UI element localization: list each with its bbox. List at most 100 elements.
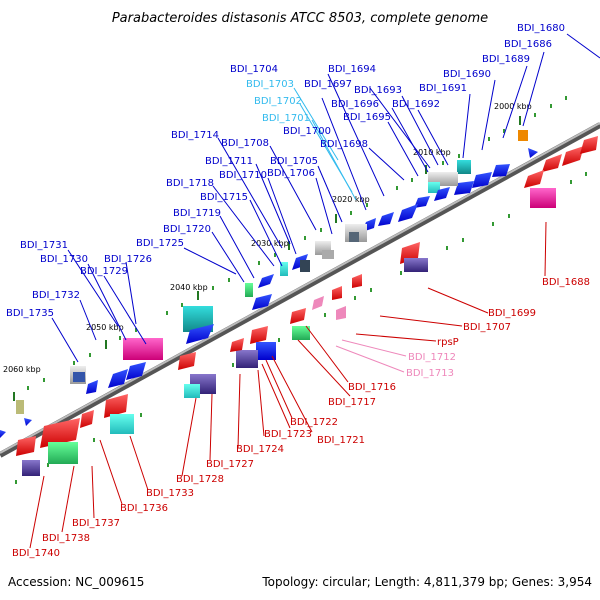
gene-arrow [398,204,418,222]
gene-label-BDI_1691: BDI_1691 [419,83,467,94]
accession-text: Accession: NC_009615 [8,575,144,589]
gene-box [322,250,334,259]
minus-leader-lines [29,221,547,549]
gene-label-BDI_1724: BDI_1724 [236,444,284,455]
gene-label-BDI_1692: BDI_1692 [392,99,440,110]
gene-box [530,188,556,208]
gene-label-BDI_1731: BDI_1731 [20,240,68,251]
gene-arrow [16,436,36,456]
gene-label-BDI_1738: BDI_1738 [42,533,90,544]
gene-arrow [378,212,394,226]
gene-box [73,372,85,382]
gene-box [349,232,359,242]
gene-box [123,338,163,360]
plus-leader-lines [51,33,600,363]
gene-box [184,384,200,398]
gene-label-BDI_1725: BDI_1725 [136,238,184,249]
genome-backbone [0,122,600,458]
tick-label-2040: 2040 kbp [170,283,208,292]
scale-ticks [13,116,521,401]
minus-strand-genes [16,136,598,476]
gene-arrow [126,362,146,380]
gene-arrow [336,306,346,320]
gene-box [457,160,471,174]
gene-label-BDI_1712: BDI_1712 [408,352,456,363]
gene-box [256,342,276,360]
gene-arrow [250,326,268,344]
gene-arrow [332,286,342,300]
gene-label-BDI_1718: BDI_1718 [166,178,214,189]
gene-box [16,400,24,414]
gene-label-BDI_1696: BDI_1696 [331,99,379,110]
gene-box [404,258,428,272]
rna-minus-leader-lines [335,339,407,373]
gene-label-BDI_1713: BDI_1713 [406,368,454,379]
genome-summary-text: Topology: circular; Length: 4,811,379 bp… [261,575,592,589]
gene-arrow [86,380,98,394]
gene-arrow [252,294,272,310]
gene-label-BDI_1699: BDI_1699 [488,308,536,319]
gene-label-BDI_1688: BDI_1688 [542,277,590,288]
gene-arrow [24,418,32,426]
gene-label-BDI_1689: BDI_1689 [482,54,530,65]
gene-label-BDI_1710: BDI_1710 [219,170,267,181]
gene-label-BDI_1700: BDI_1700 [283,126,331,137]
gene-label-BDI_1694: BDI_1694 [328,64,376,75]
gene-arrow [528,148,538,158]
plus-strand-genes [0,130,538,438]
gene-box [236,350,258,368]
gene-label-rpsP: rpsP [437,337,459,348]
gene-arrow [80,410,94,428]
gene-label-BDI_1697: BDI_1697 [304,79,352,90]
tick-label-2050: 2050 kbp [86,323,124,332]
gene-label-BDI_1706: BDI_1706 [267,168,315,179]
gene-label-BDI_1720: BDI_1720 [163,224,211,235]
gene-label-BDI_1711: BDI_1711 [205,156,253,167]
gene-label-BDI_1716: BDI_1716 [348,382,396,393]
plus-labels: BDI_1680 BDI_1686 BDI_1689 BDI_1690 BDI_… [6,23,565,319]
gene-label-BDI_1715: BDI_1715 [200,192,248,203]
gene-label-BDI_1707: BDI_1707 [463,322,511,333]
gene-label-BDI_1708: BDI_1708 [221,138,269,149]
tick-label-2000: 2000 kbp [494,102,532,111]
gene-box [22,460,40,476]
gene-box [428,182,440,193]
gene-label-BDI_1704: BDI_1704 [230,64,278,75]
gene-arrow [230,338,244,352]
gene-label-BDI_1737: BDI_1737 [72,518,120,529]
gene-arrow [0,430,6,438]
gene-arrow [40,418,80,448]
tick-label-2030: 2030 kbp [251,239,289,248]
gene-box [518,130,528,141]
gene-arrow [290,308,306,324]
gene-arrow [312,296,324,310]
gene-label-BDI_1735: BDI_1735 [6,308,54,319]
gene-label-BDI_1703: BDI_1703 [246,79,294,90]
gene-label-BDI_1733: BDI_1733 [146,488,194,499]
gene-arrow [472,172,492,188]
gene-arrow [562,146,584,166]
gene-label-BDI_1701: BDI_1701 [262,113,310,124]
gene-label-BDI_1717: BDI_1717 [328,397,376,408]
tick-label-2060: 2060 kbp [3,365,41,374]
gene-arrow [542,154,562,172]
gene-arrow [580,136,598,154]
gene-label-BDI_1723: BDI_1723 [264,429,312,440]
gene-arrow [186,324,214,344]
gene-label-BDI_1730: BDI_1730 [40,254,88,265]
tick-label-2020: 2020 kbp [332,195,370,204]
gene-label-BDI_1680: BDI_1680 [517,23,565,34]
gene-label-BDI_1736: BDI_1736 [120,503,168,514]
gene-arrow [108,369,128,388]
gene-label-BDI_1727: BDI_1727 [206,459,254,470]
gene-label-BDI_1702: BDI_1702 [254,96,302,107]
gene-label-BDI_1698: BDI_1698 [320,139,368,150]
gene-arrow [352,274,362,288]
rna-leader-lines [293,87,357,201]
gene-label-BDI_1732: BDI_1732 [32,290,80,301]
gene-arrow [434,187,450,201]
gene-arrow [492,164,510,177]
gene-label-BDI_1729: BDI_1729 [80,266,128,277]
gene-arrow [524,170,544,188]
gene-label-BDI_1690: BDI_1690 [443,69,491,80]
